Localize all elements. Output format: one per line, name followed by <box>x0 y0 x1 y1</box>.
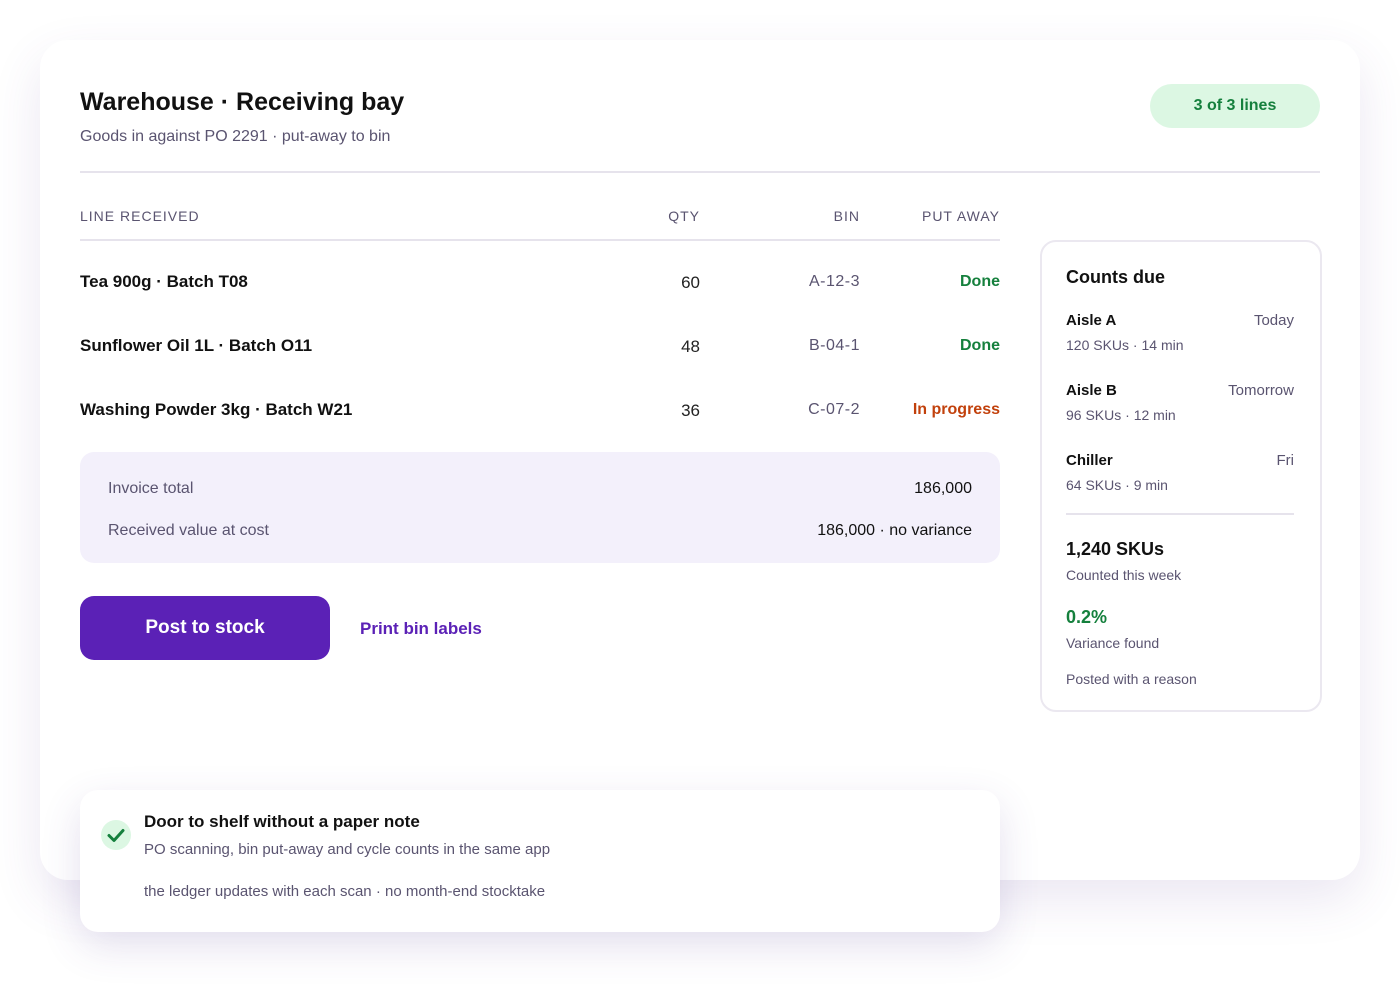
summary-label: Received value at cost <box>108 522 269 539</box>
check-icon <box>101 820 131 850</box>
stat-value: 0.2% <box>1066 607 1108 627</box>
count-name: Chiller <box>1066 452 1113 469</box>
column-header: PUT AWAY <box>921 208 1000 224</box>
print-link[interactable]: Print bin labels <box>360 619 482 638</box>
panel-note: Posted with a reason <box>1066 671 1197 687</box>
count-when: Fri <box>1276 452 1295 469</box>
column-header: BIN <box>833 208 860 224</box>
qty: 36 <box>681 401 700 420</box>
summary-label: Invoice total <box>108 480 194 497</box>
summary-value: 186,000 · no variance <box>817 522 972 539</box>
line-name: Tea 900g · Batch T08 <box>80 272 248 291</box>
count-when: Tomorrow <box>1228 382 1294 399</box>
column-header: LINE RECEIVED <box>80 208 200 224</box>
status-badge: 3 of 3 lines <box>1150 84 1320 128</box>
title: Warehouse · Receiving bay <box>80 88 405 116</box>
count-detail: 120 SKUs · 14 min <box>1066 337 1184 353</box>
stat-label: Counted this week <box>1066 567 1182 583</box>
qty: 48 <box>681 337 700 356</box>
count-detail: 64 SKUs · 9 min <box>1066 477 1168 493</box>
divider <box>80 171 1320 173</box>
bin: A-12-3 <box>808 273 860 290</box>
stat-value: 1,240 SKUs <box>1066 539 1165 559</box>
count-name: Aisle A <box>1066 312 1117 329</box>
summary-value: 186,000 <box>914 480 972 497</box>
qty: 60 <box>681 273 700 292</box>
stat-label: Variance found <box>1066 635 1160 651</box>
count-when: Today <box>1253 312 1294 329</box>
status: Done <box>960 337 1000 354</box>
toast-title: Door to shelf without a paper note <box>144 812 420 831</box>
divider <box>1066 513 1294 515</box>
line-name: Washing Powder 3kg · Batch W21 <box>80 400 353 419</box>
divider <box>80 239 1000 241</box>
summary-box <box>80 452 1000 563</box>
status: In progress <box>912 401 1000 418</box>
panel-title: Counts due <box>1066 267 1165 287</box>
count-name: Aisle B <box>1066 382 1117 399</box>
toast-text: the ledger updates with each scan · no m… <box>144 883 546 900</box>
bin: C-07-2 <box>808 401 860 418</box>
line-name: Sunflower Oil 1L · Batch O11 <box>80 336 313 355</box>
toast <box>80 790 1000 932</box>
toast-text: PO scanning, bin put-away and cycle coun… <box>144 841 551 858</box>
counts-panel <box>1040 240 1322 712</box>
column-header: QTY <box>668 208 700 224</box>
count-detail: 96 SKUs · 12 min <box>1066 407 1176 423</box>
status: Done <box>960 273 1000 290</box>
bin: B-04-1 <box>808 337 860 354</box>
post-button[interactable]: Post to stock <box>80 596 330 660</box>
subtitle: Goods in against PO 2291 · put-away to b… <box>80 128 391 145</box>
